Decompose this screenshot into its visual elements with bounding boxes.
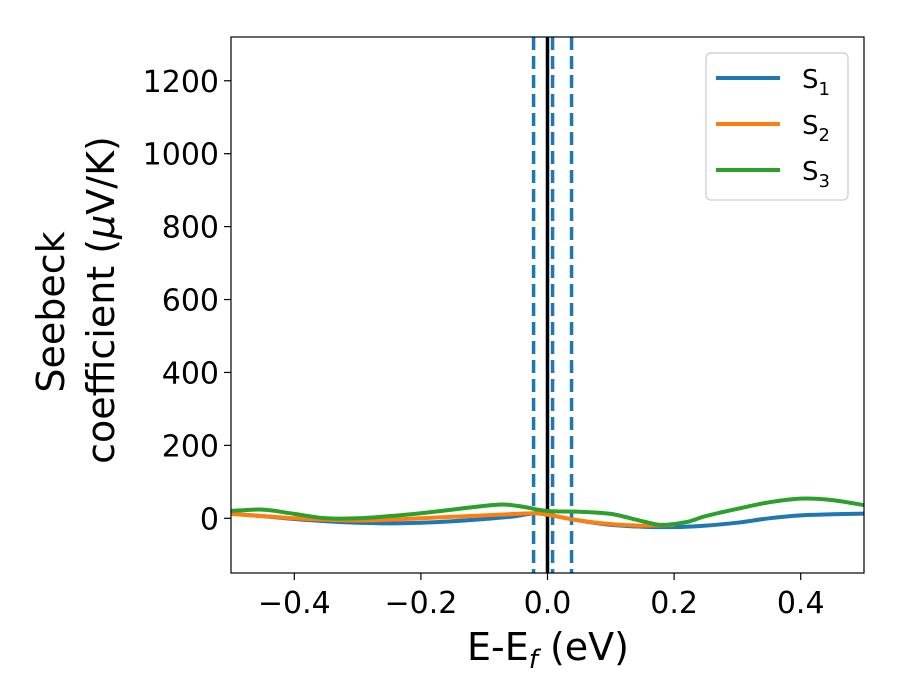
y-tick-label: 600 xyxy=(162,284,219,319)
x-axis-title: E-Ef (eV) xyxy=(467,625,629,675)
x-tick-label: 0.4 xyxy=(777,586,825,621)
y-axis-title-line1: Seebeck xyxy=(29,231,73,392)
series-line-s2 xyxy=(231,511,675,528)
y-tick-label: 1200 xyxy=(143,65,219,100)
axis-ticks: −0.4 −0.2 0.0 0.2 0.4 0 200 400 600 800 1000 1200 xyxy=(143,65,825,621)
x-tick-label: −0.2 xyxy=(384,586,457,621)
legend-label-s2: S2 xyxy=(802,111,830,146)
y-axis-title-line2: coefficient (μV/K) xyxy=(79,136,123,464)
plot-area xyxy=(230,36,865,574)
legend-label-s1: S1 xyxy=(802,65,830,100)
plot-content xyxy=(231,37,864,573)
x-tick-label: −0.4 xyxy=(258,586,331,621)
y-tick-label: 400 xyxy=(162,356,219,391)
y-tick-label: 1000 xyxy=(143,138,219,173)
y-tick-label: 200 xyxy=(162,429,219,464)
legend-box xyxy=(705,52,849,201)
series-line-s3 xyxy=(231,496,864,527)
x-tick-label: 0.0 xyxy=(524,586,572,621)
x-tick-label: 0.2 xyxy=(650,586,698,621)
y-tick-label: 0 xyxy=(200,502,219,537)
y-tick-label: 800 xyxy=(162,211,219,246)
legend-label-s3: S3 xyxy=(802,157,830,192)
legend: S1 S2 S3 xyxy=(705,52,849,201)
